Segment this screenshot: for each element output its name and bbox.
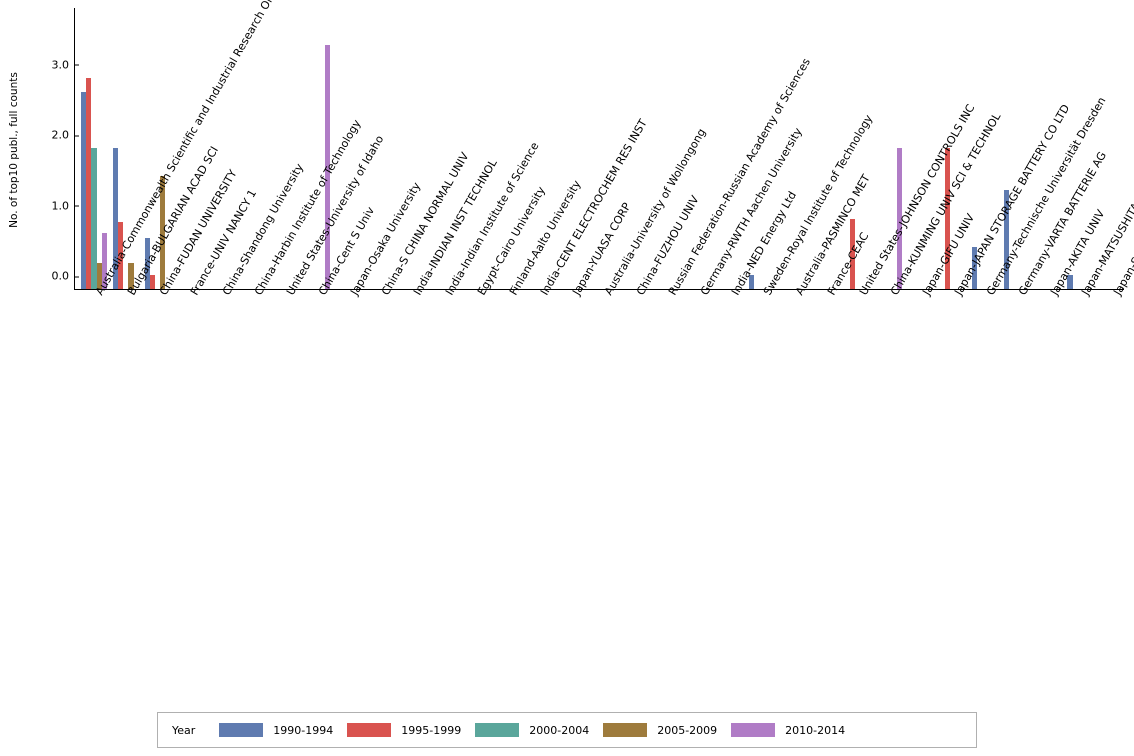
legend-title: Year <box>172 723 196 737</box>
x-axis-tick-label: Japan-YUASA CORP <box>570 200 634 298</box>
legend-item[interactable]: 2005-2009 <box>603 723 717 737</box>
legend-item[interactable]: 1990-1994 <box>219 723 333 737</box>
x-axis-tick-label: China-Cent S Univ <box>315 204 377 298</box>
bar <box>749 274 755 289</box>
bar <box>945 148 951 289</box>
x-axis-tick-label: China-S CHINA NORMAL UNIV <box>379 150 472 298</box>
x-axis-tick-label: India-INDIAN INST TECHNOL <box>411 157 500 298</box>
legend-item[interactable]: 1995-1999 <box>347 723 461 737</box>
y-axis-tick: 0.0 <box>52 270 79 283</box>
bar <box>118 222 124 289</box>
bar <box>160 176 166 289</box>
bar <box>96 262 102 289</box>
x-axis-tick-label: Germany-Technische Universität Dresden <box>983 94 1109 298</box>
bar <box>101 232 107 289</box>
bar <box>91 148 97 289</box>
x-axis-tick-label: China-Shandong University <box>220 161 307 298</box>
bar <box>86 77 92 289</box>
bar <box>128 262 134 289</box>
x-axis-tick-label: China-FUDAN UNIVERSITY <box>156 167 240 298</box>
y-axis-tick: 4.0 <box>52 0 76 1</box>
y-axis-tick: 2.0 <box>52 129 79 142</box>
x-axis-tick-label: Australia-Commonwealth Scientific and In… <box>93 0 305 298</box>
legend-swatch <box>475 723 520 737</box>
legend-label: 1990-1994 <box>273 723 334 737</box>
bar <box>1067 274 1073 289</box>
legend-swatch <box>347 723 392 737</box>
legend-label: 1995-1999 <box>401 723 462 737</box>
bar <box>81 91 87 289</box>
legend-swatch <box>219 723 264 737</box>
x-axis-tick-label: China-KUNMING UNIV SCI & TECHNOL <box>888 110 1004 298</box>
x-axis-tick-label: Japan-MATSUSHITA BATTERY IND CO LTD <box>1079 98 1134 298</box>
y-axis-label: No. of top10 publ., full counts <box>8 72 20 228</box>
legend-label: 2005-2009 <box>657 723 718 737</box>
legend-swatch <box>603 723 648 737</box>
legend-label: 2010-2014 <box>785 723 846 737</box>
x-axis-tick-label: India-Indian Institute of Science <box>443 140 542 298</box>
x-axis-tick-label: Germany-RWTH Aachen University <box>697 125 805 298</box>
legend-item[interactable]: 2010-2014 <box>731 723 845 737</box>
x-axis-tick-label: China-Harbin Institute of Technology <box>252 117 364 298</box>
x-axis-tick-label: France-CEAC <box>824 230 872 298</box>
x-axis-tick-label: Japan-JAPAN STORAGE BATTERY CO LTD <box>952 102 1073 298</box>
legend-label: 2000-2004 <box>529 723 590 737</box>
legend-items: 1990-1994 1995-1999 2000-2004 2005-2009 2010… <box>205 723 845 737</box>
legend-swatch <box>731 723 776 737</box>
x-axis-tick-label: India-NED Energy Ltd <box>729 189 800 298</box>
x-axis-tick-label: Japan-Osaka University <box>347 180 423 298</box>
legend-item[interactable]: 2000-2004 <box>475 723 589 737</box>
bar <box>324 45 330 289</box>
x-axis-tick-label: India-CENT ELECTROCHEM RES INST <box>538 117 651 298</box>
x-axis-tick-label: Bulgaria-BULGARIAN ACAD SCI <box>124 144 221 298</box>
x-axis-tick-labels: Australia-Commonwealth Scientific and In… <box>74 0 1134 711</box>
x-axis-tick-label: Australia-PASMINCO MET <box>793 172 873 298</box>
x-axis-tick-label: China-FUZHOU UNIV <box>633 193 702 298</box>
plot-area: 0.0 1.0 2.0 3.0 4.0 <box>52 0 1124 290</box>
legend: Year 1990-1994 1995-1999 2000-2004 2005-200… <box>157 712 977 748</box>
bar <box>971 246 978 289</box>
x-axis-tick-label: Finland-Aalto University <box>506 178 584 298</box>
bar <box>149 274 156 289</box>
bar <box>144 238 150 289</box>
x-axis-tick-label: United States-JOHNSON CONTROLS INC <box>856 102 977 298</box>
x-axis-tick-label: Japan-AKITA UNIV <box>1047 207 1107 298</box>
x-axis-tick-label: Russian Federation-Russian Academy of Sc… <box>665 56 813 298</box>
bar <box>849 218 856 289</box>
y-axis-tick: 1.0 <box>52 199 79 212</box>
x-axis-tick-label: France-UNIV NANCY 1 <box>188 187 260 298</box>
x-axis-tick-label: Australia-University of Wollongong <box>602 126 709 298</box>
y-axis-tick: 3.0 <box>52 58 79 71</box>
x-axis-tick-label: Japan-SCI UNIV TOKYO <box>1111 184 1134 298</box>
bar <box>112 148 118 289</box>
x-axis-tick-label: Egypt-Cairo University <box>474 184 548 298</box>
bar <box>897 148 903 289</box>
x-axis-tick-label: Sweden-Royal Institute of Technology <box>761 112 876 298</box>
x-axis-tick-label: Germany-VARTA BATTERIE AG <box>1015 149 1109 298</box>
bar <box>1003 190 1009 289</box>
x-axis-tick-label: United States-University of Idaho <box>283 133 387 298</box>
x-axis-tick-label: Japan-GIFU UNIV <box>920 211 978 298</box>
